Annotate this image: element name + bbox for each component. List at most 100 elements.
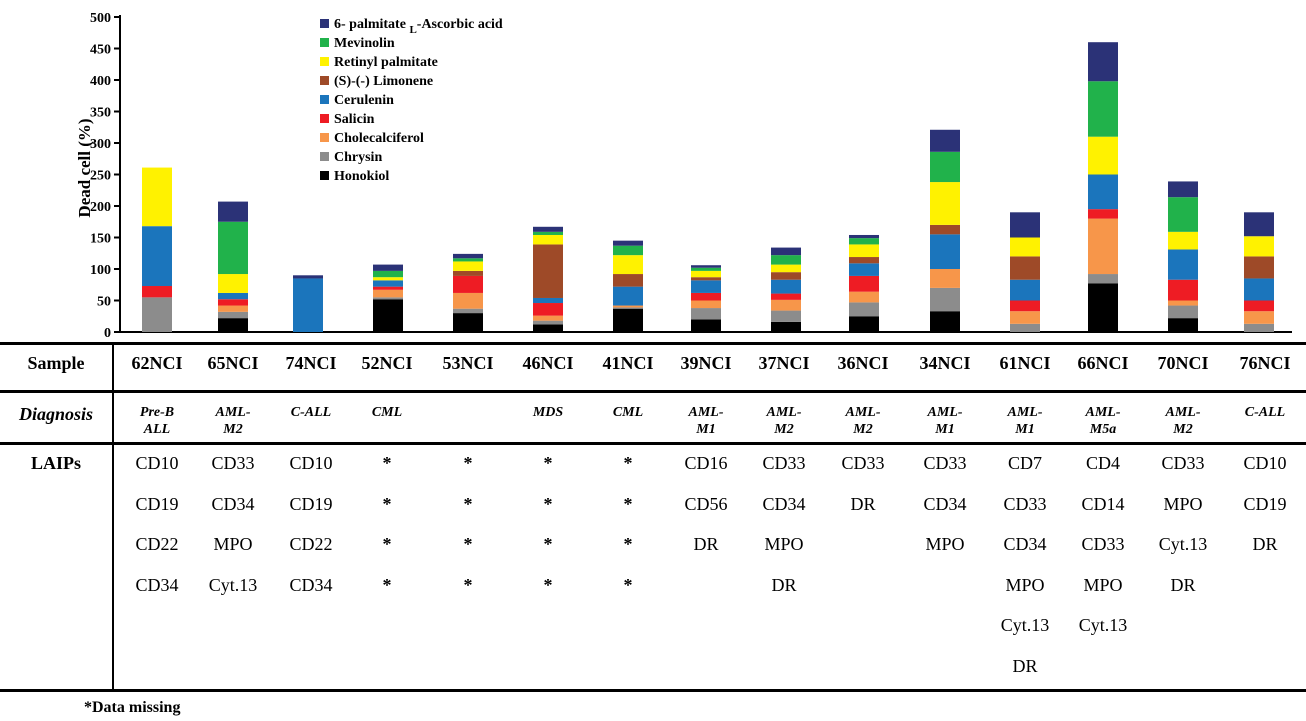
legend-swatch [320, 133, 329, 142]
laip-cell: Cyt.13 [208, 574, 258, 595]
diagnosis-cell: M1 [1015, 422, 1035, 437]
bar-segment [691, 292, 721, 301]
bar-segment [1010, 279, 1040, 301]
laip-cell: * [623, 574, 633, 595]
bar-segment [771, 272, 801, 280]
laip-cell: MPO [1163, 493, 1203, 514]
sample-cell: 52NCI [361, 353, 413, 373]
diagnosis-cell: Pre-B [139, 405, 175, 420]
y-tick-label: 300 [90, 137, 111, 152]
laip-cell: Cyt.13 [1078, 615, 1128, 635]
laip-cell: * [382, 453, 392, 473]
sample-cell: 36NCI [837, 353, 889, 373]
laip-cell: MPO [1005, 574, 1045, 595]
bar-segment [533, 320, 563, 325]
bar-segment [849, 234, 879, 239]
laip-cell: * [463, 574, 473, 595]
bar-segment [691, 267, 721, 271]
bar-segment [1088, 174, 1118, 210]
bar-segment [293, 278, 323, 332]
diagnosis-cell: AML- [927, 405, 963, 420]
bar-segment [218, 318, 248, 332]
bar-segment [771, 264, 801, 273]
bar-segment [849, 238, 879, 245]
bar-segment [533, 244, 563, 298]
bar-segment [1168, 197, 1198, 232]
bar-segment [142, 226, 172, 287]
chart-bars [142, 42, 1274, 332]
bar-segment [691, 270, 721, 278]
bar-segment [1244, 256, 1274, 279]
diagnosis-cell: M1 [935, 422, 955, 437]
bar-segment [771, 255, 801, 265]
laip-cell: * [463, 493, 473, 514]
bar-segment [533, 315, 563, 321]
bar-segment [771, 321, 801, 332]
sample-cell: 62NCI [131, 353, 183, 373]
diagnosis-cell: C-ALL [290, 405, 332, 420]
diagnosis-cell: AML- [215, 405, 251, 420]
laip-cell: CD16 [684, 453, 728, 473]
legend-label: (S)-(-) Limonene [334, 74, 433, 89]
laip-cell: * [463, 453, 473, 473]
bar-segment [930, 224, 960, 235]
diagnosis-cell: AML- [766, 405, 802, 420]
legend-label: Cerulenin [334, 93, 394, 108]
bar-segment [613, 274, 643, 287]
bar-segment [691, 319, 721, 332]
diagnosis-cell: M2 [853, 422, 873, 437]
bar-segment [1010, 256, 1040, 280]
diagnosis-cell: AML- [1165, 405, 1201, 420]
bar-segment [613, 308, 643, 332]
footnote: *Data missing [84, 699, 181, 716]
legend-label: Cholecalciferol [334, 131, 424, 146]
y-tick-label: 150 [90, 232, 111, 247]
bar-segment [453, 270, 483, 276]
laip-cell: CD19 [135, 493, 179, 514]
bar-segment [849, 302, 879, 317]
laip-cell: CD14 [1081, 493, 1125, 514]
bar-segment [373, 280, 403, 287]
bar-segment [1168, 318, 1198, 332]
bar-segment [533, 231, 563, 235]
y-tick-label: 450 [90, 43, 111, 58]
laip-cell: CD33 [1081, 534, 1125, 554]
laip-cell: MPO [213, 534, 253, 554]
y-tick-label: 50 [97, 295, 111, 310]
bar-segment [453, 292, 483, 309]
laip-cell: * [382, 574, 392, 595]
bar-segment [218, 274, 248, 293]
laip-cell: DR [1012, 655, 1038, 676]
bar-segment [142, 297, 172, 332]
bar-segment [849, 275, 879, 292]
legend-label: 6- palmitate L-Ascorbic acid [334, 17, 503, 36]
bar-segment [373, 299, 403, 332]
laip-cell: DR [771, 574, 797, 595]
y-tick-label: 200 [90, 200, 111, 215]
bar-segment [453, 313, 483, 332]
bar-segment [771, 247, 801, 256]
y-axis-label: Dead cell (%) [75, 118, 94, 217]
diagnosis-cell: M2 [774, 422, 794, 437]
bar-segment [691, 300, 721, 309]
sample-cell: 37NCI [758, 353, 810, 373]
bar-segment [1010, 212, 1040, 238]
laip-cell: * [382, 493, 392, 514]
y-tick-label: 0 [104, 326, 111, 340]
diagnosis-cell: CML [612, 405, 644, 420]
bar-segment [1088, 209, 1118, 219]
y-tick-label: 100 [90, 263, 111, 278]
laip-cell: * [543, 453, 553, 473]
bar-segment [613, 240, 643, 246]
bar-segment [930, 151, 960, 183]
laip-cell: DR [850, 493, 876, 514]
laip-cell: CD33 [211, 453, 255, 473]
bar-segment [930, 311, 960, 332]
sample-row-rule [0, 390, 1306, 393]
bar-segment [691, 308, 721, 320]
bar-segment [613, 245, 643, 256]
laip-cell: CD33 [1003, 493, 1047, 514]
laip-cell: CD19 [1243, 493, 1287, 514]
bar-segment [373, 270, 403, 278]
